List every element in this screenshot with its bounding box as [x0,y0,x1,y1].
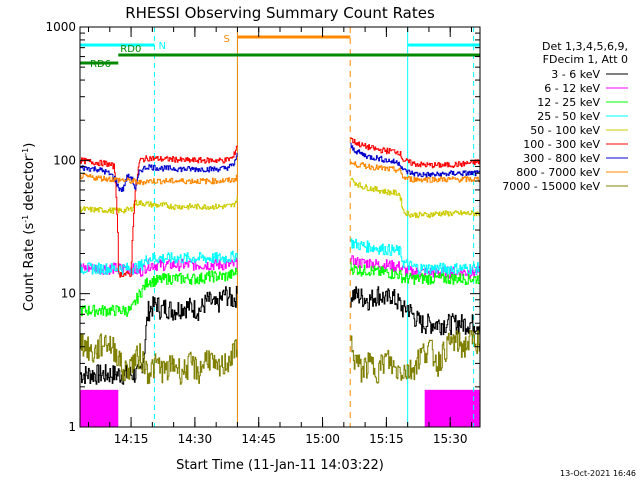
series-line-25-50keV [80,250,238,275]
legend-header-line-2: FDecim 1, Att 0 [543,53,628,66]
legend-header-line-1: Det 1,3,4,5,6,9, [542,40,628,53]
series-line-3-6keV [80,285,238,385]
legend-label: 300 - 800 keV [523,152,600,165]
series-line-12-25keV [350,261,481,285]
y-tick-label: 10 [61,287,76,301]
y-axis-label-part2: detector [22,155,37,215]
y-tick-label: 1 [68,420,76,434]
x-tick-label: 15:30 [433,432,468,446]
chart-title: RHESSI Observing Summary Count Rates [125,4,435,22]
mode-bar-label: S [223,34,229,45]
magenta-low-block [424,389,480,427]
y-axis-label-part1: Count Rate (s [22,223,37,312]
x-tick-label: 15:15 [369,432,404,446]
y-axis-label-part3: ) [22,143,37,148]
y-axis: 1 10 100 1000 [45,20,480,434]
legend-label: 7000 - 15000 keV [502,180,600,193]
x-tick-label: 15:00 [305,432,340,446]
series-line-800-7000keV [350,161,481,183]
x-axis-label: Start Time (11-Jan-11 14:03:22) [176,458,384,473]
magenta-low-block [80,389,119,427]
series-line-800-7000keV [80,173,238,186]
legend-label: 800 - 7000 keV [516,166,600,179]
series-line-25-50keV [350,238,481,275]
x-tick-label: 14:15 [114,432,149,446]
legend-label: 12 - 25 keV [537,96,600,109]
legend-label: 3 - 6 keV [551,68,600,81]
series-line-300-800keV [350,142,481,178]
series-line-50-100keV [80,196,238,214]
mode-bar-label: RD0 [120,44,141,55]
y-axis-label-sup1: -1 [21,215,30,223]
series-line-7000-15000keV [80,333,238,385]
series-line-100-300keV [350,137,481,169]
plot-area: N S RD0 RD6 [79,26,481,428]
legend-label: 50 - 100 keV [530,124,600,137]
series-line-100-300keV [80,145,238,278]
y-tick-label: 100 [53,153,76,167]
legend-label: 100 - 300 keV [523,138,600,151]
y-axis-label-sup2: -1 [21,148,30,156]
x-tick-label: 14:30 [178,432,213,446]
series-line-50-100keV [350,177,481,219]
legend-label: 25 - 50 keV [537,110,600,123]
y-tick-label: 1000 [45,20,76,34]
footer-date: 13-Oct-2021 16:46 [560,469,636,478]
series-line-12-25keV [80,267,238,317]
plot-marks: N S RD0 RD6 [79,27,481,427]
series-line-300-800keV [80,152,238,192]
legend-label: 6 - 12 keV [544,82,600,95]
mode-bar-label: N [158,41,165,52]
series-line-3-6keV [350,286,481,336]
mode-bar-label: RD6 [90,59,111,70]
legend: Det 1,3,4,5,6,9, FDecim 1, Att 0 3 - 6 k… [502,40,628,193]
x-tick-label: 14:45 [241,432,276,446]
series-line-7000-15000keV [350,330,481,384]
x-axis: 14:15 14:30 14:45 15:00 15:15 15:30 [88,27,472,446]
y-axis-label: Count Rate (s-1 detector-1) [21,143,37,312]
